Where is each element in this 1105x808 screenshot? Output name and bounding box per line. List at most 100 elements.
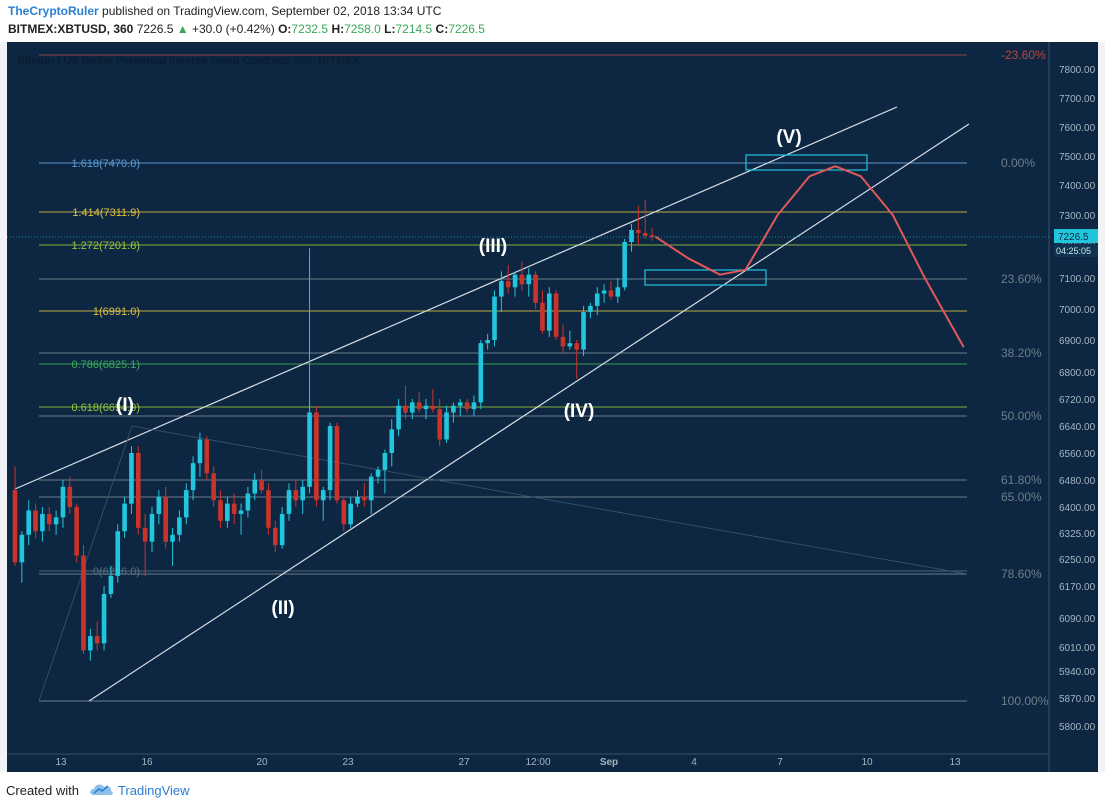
candle	[33, 503, 38, 539]
candle	[403, 385, 408, 420]
candle	[108, 565, 114, 598]
price-chart[interactable]: -23.60% 0.00% 23.60% 38.20% 50.00% 61.80% 65.0…	[7, 42, 1098, 772]
candle-body	[457, 402, 463, 406]
candle	[67, 476, 73, 514]
time-tick-label: 4	[691, 757, 697, 768]
candle-body	[389, 429, 395, 453]
candle-body	[362, 496, 367, 501]
author-link[interactable]: TheCryptoRuler	[8, 4, 99, 18]
up-arrow-icon: ▲	[176, 22, 189, 36]
fib-extension-label: 0.786(6825.1)	[72, 359, 141, 371]
candle-body	[300, 486, 305, 501]
candle-body	[574, 343, 579, 350]
time-tick-label: 7	[777, 757, 783, 768]
candle-body	[423, 405, 429, 410]
candle-body	[101, 594, 107, 644]
candle	[478, 340, 484, 410]
candle-body	[286, 490, 292, 514]
candle-body	[122, 503, 127, 532]
candle	[129, 446, 134, 514]
candle	[259, 469, 264, 494]
candle-body	[74, 507, 79, 556]
candle-body	[478, 343, 484, 403]
wave-label: (III)	[479, 236, 508, 257]
candle	[252, 473, 258, 501]
candle-body	[177, 517, 182, 535]
candle	[94, 621, 100, 651]
candle	[190, 456, 196, 501]
candle-body	[464, 402, 470, 410]
candle-body	[19, 534, 25, 563]
candle	[560, 324, 566, 353]
candle-body	[444, 412, 449, 440]
candle-body	[430, 405, 436, 410]
candle	[588, 302, 593, 319]
candle	[416, 392, 422, 413]
candle-body	[149, 513, 155, 542]
candle	[451, 402, 456, 423]
candle-body	[156, 496, 162, 514]
fib-extension-label: 1.414(7311.9)	[72, 207, 140, 219]
price-tick-label: 7500.00	[1059, 152, 1096, 163]
candle-body	[622, 242, 627, 288]
low-label: L:	[384, 22, 396, 36]
candle-body	[170, 534, 175, 542]
time-tick-label: Sep	[600, 757, 618, 768]
candle-body	[46, 513, 52, 525]
channel-upper-line	[14, 106, 898, 490]
candle-body	[636, 230, 641, 233]
candle	[149, 507, 155, 553]
candle	[526, 268, 532, 297]
candle-body	[492, 296, 497, 340]
candle	[300, 480, 305, 514]
price-tick-label: 6800.00	[1059, 368, 1096, 379]
price-tick-label: 7300.00	[1059, 211, 1096, 222]
candle-body	[540, 302, 545, 331]
candle	[601, 284, 607, 303]
candle-body	[437, 409, 442, 440]
candle-body	[314, 412, 319, 501]
price-tick-label: 7800.00	[1059, 65, 1096, 76]
candle-body	[204, 439, 210, 474]
candle-body	[601, 290, 607, 294]
candle	[101, 586, 107, 651]
price-tick-label: 6250.00	[1059, 555, 1096, 566]
candle-body	[225, 503, 230, 521]
open-label: O:	[278, 22, 292, 36]
price-tick-label: 6010.00	[1059, 643, 1096, 654]
candle	[320, 486, 326, 521]
candle	[334, 422, 340, 504]
price-tick-label: 6900.00	[1059, 336, 1096, 347]
created-with-label: Created with	[6, 783, 79, 798]
candle	[519, 261, 525, 291]
price-tick-label: 6720.00	[1059, 395, 1096, 406]
candle-body	[252, 480, 258, 494]
fib-retracement-label: 100.00%	[1001, 694, 1049, 708]
last-price-tag-label: 7226.5	[1058, 232, 1089, 243]
candle	[183, 483, 189, 525]
candle-body	[588, 305, 593, 313]
wave-label: (IV)	[564, 401, 595, 422]
candle	[286, 483, 292, 521]
publish-info: TheCryptoRuler published on TradingView.…	[8, 4, 441, 18]
candle	[499, 271, 504, 313]
candle	[204, 436, 210, 480]
time-tick-label: 10	[861, 757, 873, 768]
tradingview-brand[interactable]: TradingView	[118, 783, 190, 798]
candle	[279, 507, 285, 549]
candle	[163, 486, 168, 549]
candle	[622, 239, 627, 291]
candle-body	[245, 493, 251, 511]
price-tick-label: 7100.00	[1059, 274, 1096, 285]
candle	[547, 287, 552, 337]
candle	[26, 500, 31, 546]
candle	[273, 520, 278, 553]
high-value: 7258.0	[344, 22, 381, 36]
candle	[177, 510, 182, 542]
trend-line-faint	[131, 425, 968, 575]
candle-body	[368, 476, 374, 501]
time-tick-label: 27	[458, 757, 470, 768]
symbol-name: BITMEX:XBTUSD, 360	[8, 22, 134, 36]
price-tick-label: 5870.00	[1059, 694, 1096, 705]
candle-body	[334, 426, 340, 501]
